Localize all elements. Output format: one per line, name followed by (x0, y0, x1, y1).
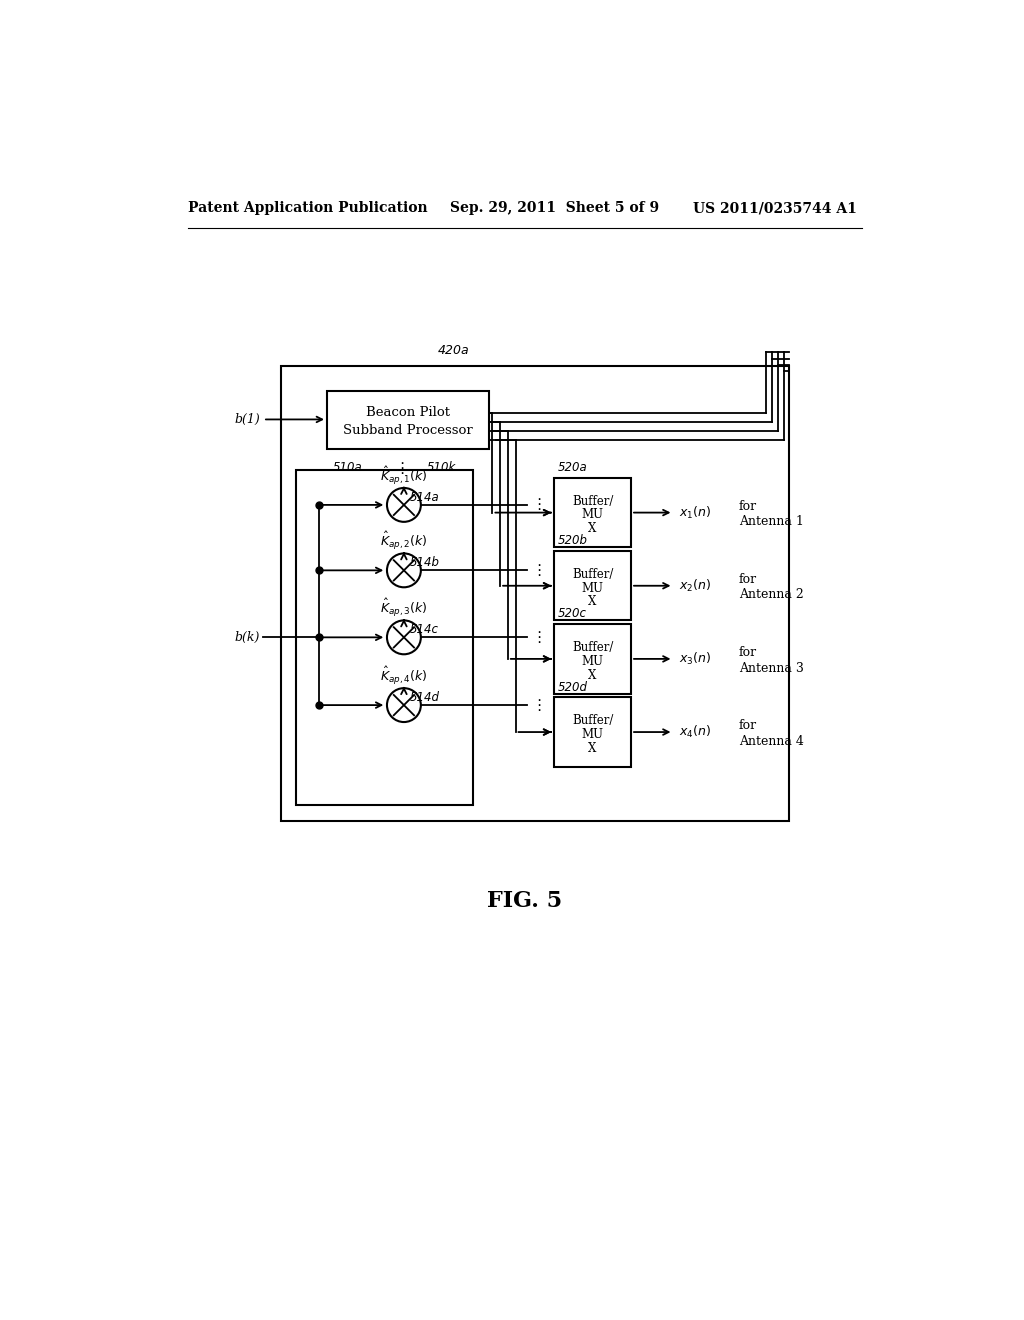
Text: 510k: 510k (427, 461, 457, 474)
Text: $\hat{K}_{ap,4}(k)$: $\hat{K}_{ap,4}(k)$ (380, 665, 428, 686)
Text: Subband Processor: Subband Processor (343, 425, 473, 437)
Text: MU: MU (582, 655, 603, 668)
Text: for: for (739, 647, 757, 659)
Text: X: X (589, 668, 597, 681)
Text: 514c: 514c (410, 623, 439, 636)
Text: X: X (589, 595, 597, 609)
Text: Beacon Pilot: Beacon Pilot (366, 407, 450, 418)
Bar (554, 697, 631, 767)
Text: 514a: 514a (410, 491, 440, 504)
Text: ⋮: ⋮ (531, 498, 546, 512)
Text: b(1): b(1) (234, 413, 260, 426)
Text: for: for (739, 573, 757, 586)
Circle shape (387, 620, 421, 655)
Bar (554, 624, 631, 693)
Bar (281, 367, 788, 821)
Text: US 2011/0235744 A1: US 2011/0235744 A1 (692, 202, 856, 215)
Text: X: X (589, 742, 597, 755)
Text: 520d: 520d (558, 681, 588, 693)
Text: $x_1(n)$: $x_1(n)$ (679, 504, 711, 520)
Text: ⋮: ⋮ (531, 697, 546, 713)
Text: Antenna 3: Antenna 3 (739, 661, 804, 675)
Text: MU: MU (582, 508, 603, 521)
Text: Buffer/: Buffer/ (571, 568, 613, 581)
Text: ⋮: ⋮ (531, 630, 546, 645)
Text: ⋮: ⋮ (531, 562, 546, 578)
Text: Buffer/: Buffer/ (571, 495, 613, 508)
Text: Buffer/: Buffer/ (571, 714, 613, 727)
Bar (327, 391, 488, 449)
Text: 520b: 520b (558, 535, 588, 548)
Text: 420a: 420a (438, 345, 470, 358)
Circle shape (387, 488, 421, 521)
Text: 514b: 514b (410, 557, 440, 569)
Text: 514d: 514d (410, 692, 440, 705)
Text: Buffer/: Buffer/ (571, 640, 613, 653)
Text: Antenna 1: Antenna 1 (739, 515, 804, 528)
Text: MU: MU (582, 582, 603, 594)
Text: Antenna 4: Antenna 4 (739, 735, 804, 748)
Text: $x_4(n)$: $x_4(n)$ (679, 723, 711, 741)
Text: $x_3(n)$: $x_3(n)$ (679, 651, 711, 667)
Text: for: for (739, 719, 757, 733)
Circle shape (387, 688, 421, 722)
Text: MU: MU (582, 727, 603, 741)
Text: ⋮: ⋮ (394, 461, 410, 477)
Bar (554, 478, 631, 548)
Text: FIG. 5: FIG. 5 (487, 891, 562, 912)
Text: $\hat{K}_{ap,1}(k)$: $\hat{K}_{ap,1}(k)$ (380, 465, 428, 487)
Bar (554, 552, 631, 620)
Text: Sep. 29, 2011  Sheet 5 of 9: Sep. 29, 2011 Sheet 5 of 9 (451, 202, 659, 215)
Text: 520a: 520a (558, 461, 588, 474)
Text: $\hat{K}_{ap,2}(k)$: $\hat{K}_{ap,2}(k)$ (380, 531, 428, 552)
Text: for: for (739, 500, 757, 513)
Text: X: X (589, 523, 597, 536)
Text: Antenna 2: Antenna 2 (739, 589, 804, 602)
Text: 510a: 510a (333, 461, 362, 474)
Text: $x_2(n)$: $x_2(n)$ (679, 578, 711, 594)
Text: $\hat{K}_{ap,3}(k)$: $\hat{K}_{ap,3}(k)$ (380, 597, 428, 619)
Text: b(k): b(k) (234, 631, 260, 644)
Bar (296, 470, 473, 805)
Text: Patent Application Publication: Patent Application Publication (188, 202, 428, 215)
Circle shape (387, 553, 421, 587)
Text: 520c: 520c (558, 607, 587, 620)
